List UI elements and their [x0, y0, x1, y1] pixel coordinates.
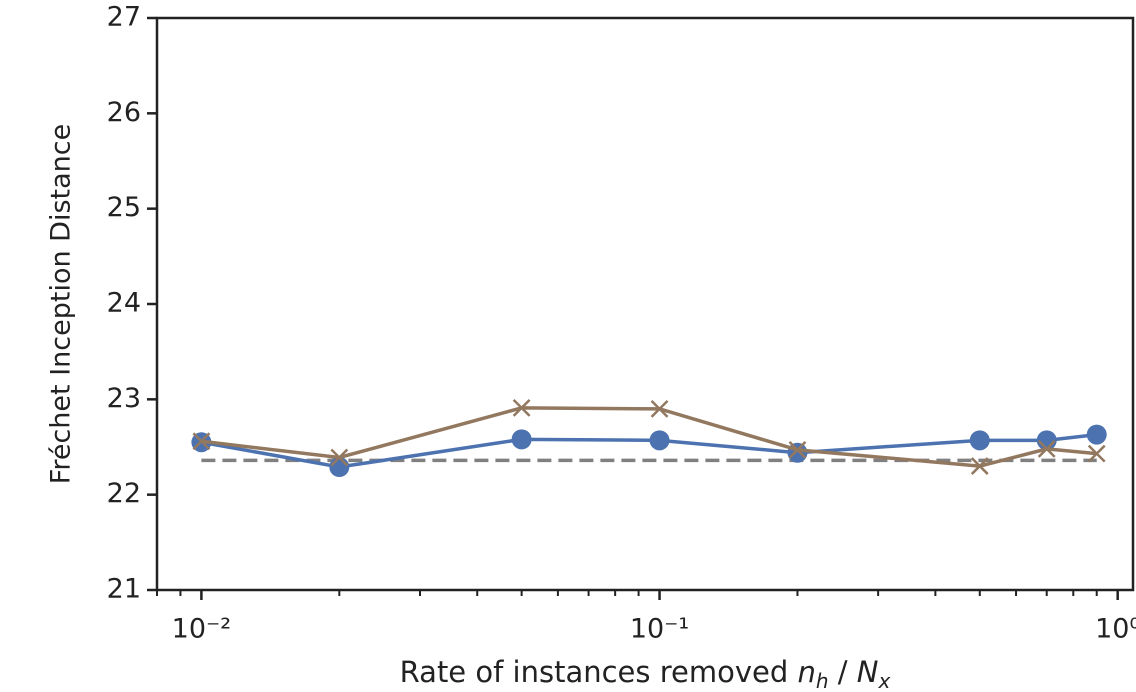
marker [1086, 424, 1107, 445]
marker [969, 430, 990, 451]
y-tick-label: 27 [107, 2, 141, 33]
plot-frame [155, 16, 1135, 592]
y-tick-label: 26 [107, 97, 141, 128]
marker [511, 429, 532, 450]
marker [192, 432, 211, 451]
y-tick-label: 24 [107, 288, 141, 319]
x-axis-label-part: h [816, 669, 829, 692]
x-tick-label: 10⁻² [172, 614, 231, 645]
series-line [201, 432, 1097, 469]
y-tick-label: 22 [107, 478, 141, 509]
marker [650, 399, 669, 418]
x-axis-label-part: / [829, 655, 857, 689]
x-axis-label-part: N [857, 655, 879, 689]
x-axis-label: Rate of instances removed nh / Nx [400, 655, 891, 692]
marker [788, 440, 807, 459]
marker [512, 399, 531, 417]
y-tick-label: 25 [107, 192, 141, 223]
y-tick-label: 21 [107, 574, 141, 605]
series-line [201, 406, 1097, 468]
marker [1037, 440, 1056, 458]
marker [787, 442, 808, 463]
x-axis-label-part: Rate of instances removed [400, 655, 798, 689]
marker [649, 430, 670, 451]
x-tick-label: 10⁰ [1095, 614, 1136, 645]
marker [329, 457, 350, 478]
x-tick-label: 10⁻¹ [630, 614, 689, 645]
x-axis-label-part: n [797, 655, 815, 689]
marker [330, 448, 349, 467]
marker [1087, 444, 1106, 463]
x-axis-label-part: x [877, 669, 890, 692]
y-axis-label: Fréchet Inception Distance [46, 124, 77, 484]
marker [970, 457, 989, 475]
y-tick-label: 23 [107, 383, 141, 414]
